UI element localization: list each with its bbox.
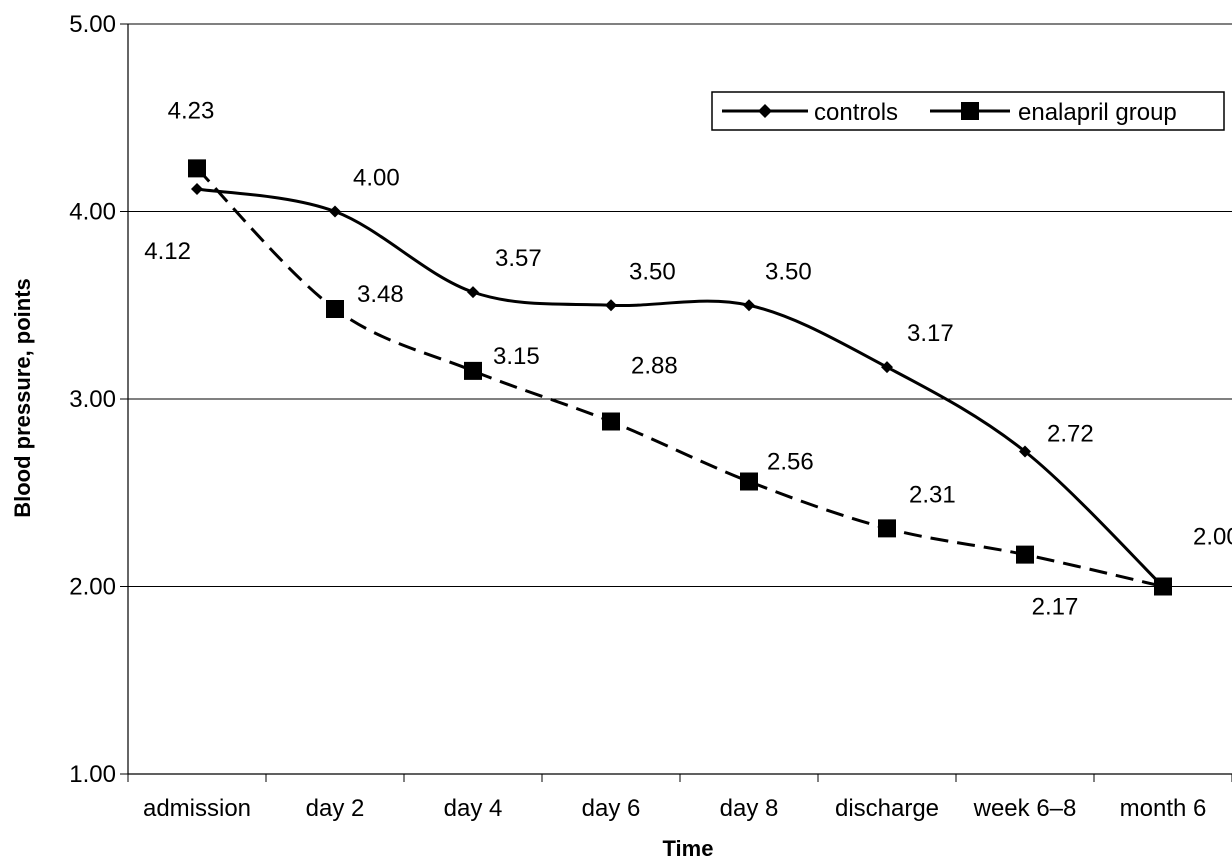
data-label-enalapril: 2.88: [631, 353, 678, 380]
data-label-controls: 3.57: [495, 245, 542, 272]
legend-controls-marker: [758, 104, 772, 118]
y-axis-title: Blood pressure, points: [10, 278, 35, 518]
legend-enalapril-marker: [961, 102, 979, 120]
x-tick-label: day 2: [306, 795, 365, 822]
data-point-enalapril: [602, 412, 620, 431]
x-tick-label: day 4: [444, 795, 503, 822]
y-tick-label: 3.00: [69, 386, 116, 413]
y-tick-label: 2.00: [69, 574, 116, 601]
data-label-enalapril: 3.48: [357, 281, 404, 308]
gridlines: [128, 23, 1232, 587]
series-line-controls: [196, 187, 1165, 588]
x-tick-label: week 6–8: [973, 795, 1077, 822]
data-point-controls: [1019, 445, 1031, 458]
data-point-enalapril: [188, 159, 206, 178]
data-point-enalapril: [878, 519, 896, 538]
data-label-enalapril: 2.56: [767, 449, 814, 476]
y-tick-labels: 1.00 2.00 3.00 4.00 5.00: [69, 11, 116, 788]
y-tick-label: 5.00: [69, 11, 116, 38]
data-label-controls: 4.00: [353, 165, 400, 192]
x-tick-label: day 6: [582, 795, 641, 822]
data-point-controls: [743, 299, 755, 312]
series-group: [188, 159, 1172, 596]
data-point-controls: [881, 361, 893, 374]
data-label-enalapril: 2.17: [1032, 594, 1079, 621]
x-tick-label: day 8: [720, 795, 779, 822]
x-tick-label: discharge: [835, 795, 939, 822]
legend-controls-label: controls: [814, 99, 898, 126]
x-tick-label: admission: [143, 795, 251, 822]
axes: [120, 23, 1232, 782]
series-line-enalapril: [195, 167, 1164, 588]
y-tick-label: 4.00: [69, 199, 116, 226]
data-label-controls: 2.72: [1047, 421, 1094, 448]
data-label-controls: 4.12: [144, 238, 191, 265]
data-point-controls: [191, 183, 203, 195]
data-label-controls: 3.17: [907, 320, 954, 347]
data-point-enalapril: [464, 361, 482, 380]
data-label-controls: 3.50: [765, 258, 812, 285]
data-point-enalapril: [1016, 545, 1034, 564]
data-point-controls: [605, 299, 617, 312]
data-label-controls: 3.50: [629, 258, 676, 285]
legend-enalapril-label: enalapril group: [1018, 99, 1177, 126]
y-tick-label: 1.00: [69, 761, 116, 788]
data-label-enalapril: 3.15: [493, 343, 540, 370]
data-label-enalapril: 2.00: [1193, 524, 1232, 551]
data-point-controls: [329, 205, 341, 218]
legend: controls enalapril group: [711, 91, 1225, 131]
x-tick-labels: admission day 2 day 4 day 6 day 8 discharge we…: [143, 795, 1206, 822]
data-point-enalapril: [326, 300, 344, 318]
data-point-controls: [1157, 580, 1169, 593]
data-point-enalapril: [740, 472, 758, 491]
data-label-enalapril: 4.23: [168, 97, 215, 124]
data-point-controls: [467, 286, 479, 299]
data-label-enalapril: 2.31: [909, 481, 956, 508]
x-axis-title: Time: [663, 836, 714, 861]
data-labels: 4.12 4.00 3.57 3.50 3.50 3.17 2.72 4.23 3.48 3.15…: [144, 97, 1232, 620]
x-tick-label: month 6: [1120, 795, 1207, 822]
